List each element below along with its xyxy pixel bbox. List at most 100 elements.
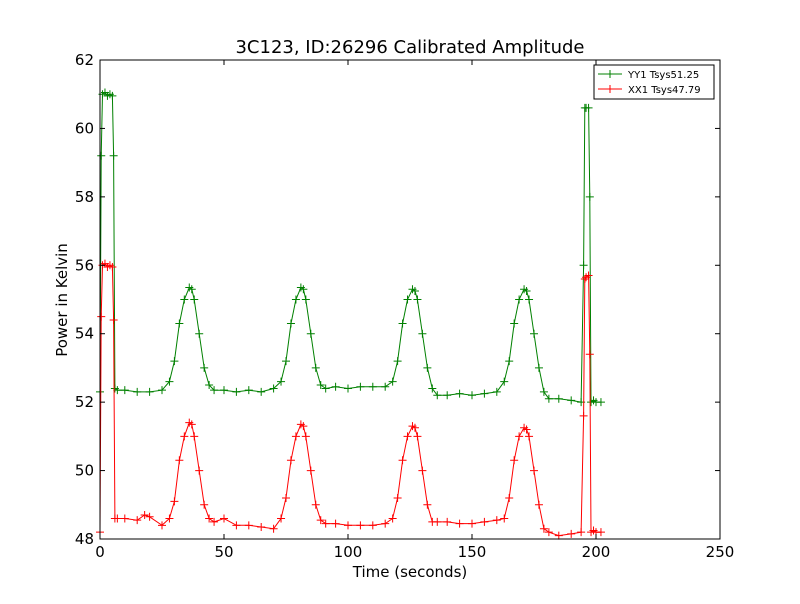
data-point-marker	[539, 387, 548, 396]
data-point-marker	[381, 519, 390, 528]
data-point-marker	[316, 381, 325, 390]
data-point-marker	[158, 386, 166, 395]
data-point-marker	[413, 295, 422, 304]
data-point-marker	[170, 357, 179, 366]
data-point-marker	[220, 386, 228, 395]
data-point-marker	[331, 382, 340, 391]
data-point-marker	[321, 384, 330, 393]
series-yy1	[96, 88, 605, 407]
legend-swatch-marker	[606, 70, 614, 78]
data-point-marker	[277, 377, 286, 386]
data-point-marker	[195, 466, 204, 475]
data-point-marker	[200, 363, 209, 372]
plot-frame	[99, 59, 721, 540]
data-point-marker	[97, 151, 106, 160]
data-point-marker	[443, 517, 452, 526]
data-point-marker	[418, 466, 427, 475]
legend-box	[593, 64, 715, 100]
data-point-marker	[505, 357, 514, 366]
data-point-marker	[567, 396, 576, 405]
data-point-marker	[165, 377, 174, 386]
data-point-marker	[515, 295, 524, 304]
data-point-marker	[530, 329, 538, 338]
chart-title: 3C123, ID:26296 Calibrated Amplitude	[235, 37, 584, 58]
data-point-marker	[257, 523, 266, 532]
data-point-marker	[311, 363, 320, 372]
data-point-marker	[306, 466, 315, 475]
data-point-marker	[398, 319, 407, 328]
y-tick-label: 48	[75, 530, 94, 548]
data-point-marker	[418, 329, 427, 338]
data-point-marker	[306, 329, 315, 338]
series-xx1	[96, 259, 605, 540]
x-tick-label: 0	[95, 543, 105, 561]
data-point-marker	[187, 420, 196, 429]
data-point-marker	[344, 521, 352, 530]
data-point-marker	[269, 384, 278, 393]
data-point-marker	[510, 456, 519, 465]
data-point-marker	[344, 384, 352, 393]
data-point-marker	[505, 493, 514, 502]
data-point-marker	[301, 295, 310, 304]
data-point-marker	[544, 528, 553, 537]
data-point-marker	[113, 386, 122, 395]
data-point-marker	[286, 319, 295, 328]
data-point-marker	[145, 512, 154, 521]
data-point-marker	[210, 386, 219, 395]
data-point-marker	[133, 387, 142, 396]
data-point-marker	[393, 493, 402, 502]
data-point-marker	[232, 387, 241, 396]
data-point-marker	[187, 285, 196, 294]
data-point-marker	[410, 286, 419, 295]
y-axis-label: Power in Kelvin	[53, 243, 71, 357]
legend-swatch-marker	[606, 85, 614, 93]
data-point-marker	[368, 382, 377, 391]
data-point-marker	[443, 391, 452, 400]
data-point-marker	[299, 285, 308, 294]
data-point-marker	[108, 262, 117, 271]
data-point-marker	[525, 295, 534, 304]
data-point-marker	[492, 516, 501, 525]
data-point-marker	[291, 295, 300, 304]
data-point-marker	[388, 377, 397, 386]
data-point-marker	[175, 456, 184, 465]
data-point-marker	[299, 422, 308, 431]
data-point-marker	[388, 514, 397, 523]
y-tick-label: 54	[75, 325, 94, 343]
data-point-marker	[500, 377, 509, 386]
data-point-marker	[480, 389, 489, 398]
data-point-marker	[277, 514, 286, 523]
data-point-marker	[97, 312, 106, 321]
data-point-marker	[515, 432, 524, 441]
data-point-marker	[108, 91, 117, 100]
data-point-marker	[433, 391, 442, 400]
data-point-marker	[180, 295, 189, 304]
data-point-marker	[356, 382, 365, 391]
data-point-marker	[423, 500, 432, 509]
data-point-marker	[584, 271, 593, 280]
data-point-marker	[398, 456, 407, 465]
y-tick-label: 56	[75, 256, 94, 274]
data-point-marker	[381, 382, 390, 391]
data-point-marker	[468, 391, 476, 400]
data-point-marker	[282, 493, 290, 502]
y-tick-label: 58	[75, 188, 94, 206]
data-point-marker	[180, 432, 189, 441]
data-point-marker	[200, 500, 209, 509]
x-tick-label: 250	[706, 543, 735, 561]
data-point-marker	[195, 329, 204, 338]
data-point-marker	[500, 514, 509, 523]
data-point-marker	[596, 528, 605, 537]
data-point-marker	[544, 394, 553, 403]
legend-entry-label: XX1 Tsys47.79	[628, 85, 701, 96]
data-point-marker	[522, 425, 531, 434]
data-point-marker	[269, 524, 278, 533]
data-point-marker	[596, 398, 605, 407]
x-tick-label: 150	[458, 543, 487, 561]
data-point-marker	[580, 274, 589, 283]
data-point-marker	[113, 514, 122, 523]
data-point-marker	[175, 319, 184, 328]
x-axis-label: Time (seconds)	[352, 563, 468, 581]
